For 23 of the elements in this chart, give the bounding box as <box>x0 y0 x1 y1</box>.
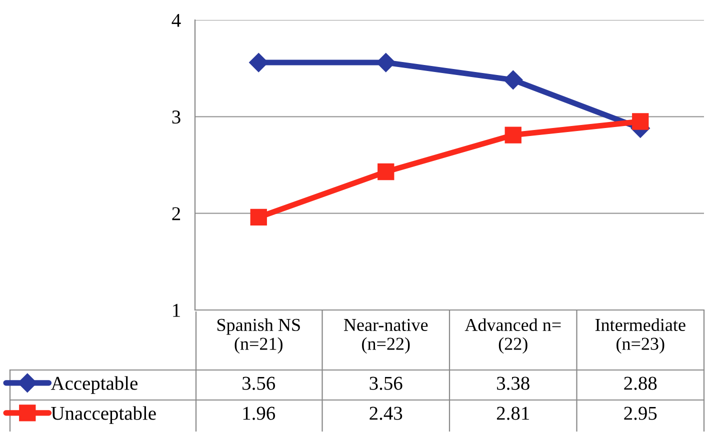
legend-label: Unacceptable <box>51 406 156 424</box>
point <box>250 208 267 226</box>
y-tick-label: 1 <box>173 304 180 317</box>
x-tick-label: Spanish NS (n=21) <box>217 318 300 354</box>
legend-label: Acceptable <box>50 376 138 394</box>
x-tick-label: Near-native (n=22) <box>344 318 428 354</box>
point <box>504 126 522 144</box>
x-tick-label: Intermediate (n=23) <box>595 318 686 354</box>
point <box>504 70 523 90</box>
data-label: 2.81 <box>496 406 529 420</box>
data-label: 2.43 <box>370 406 402 420</box>
x-tick-label: Advanced n= (22) <box>464 318 561 354</box>
point <box>378 163 394 180</box>
data-label: 3.56 <box>370 376 402 390</box>
data-label: 1.96 <box>243 406 276 420</box>
data-label: 2.95 <box>624 406 657 420</box>
y-tick-label: 4 <box>172 14 181 27</box>
data-label: 3.56 <box>242 376 276 390</box>
y-tick-label: 3 <box>172 110 180 124</box>
data-label: 2.88 <box>624 376 657 390</box>
data-label: 3.38 <box>497 376 530 390</box>
y-tick-label: 2 <box>172 207 180 220</box>
point <box>632 113 649 130</box>
